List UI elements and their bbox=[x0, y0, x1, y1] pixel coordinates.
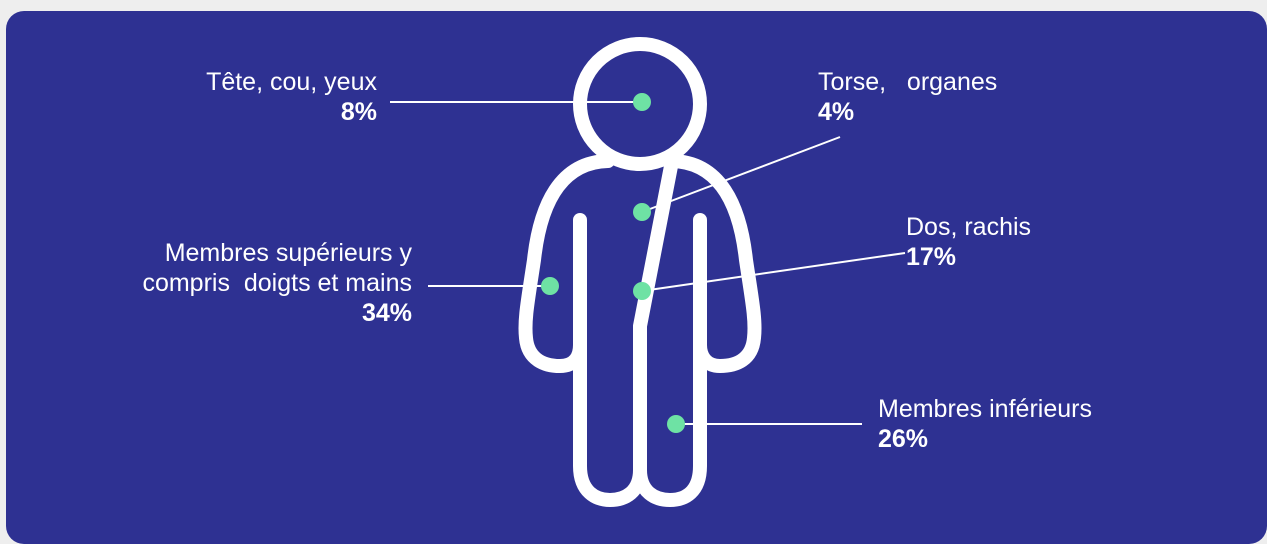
back-value: 17% bbox=[906, 243, 957, 271]
back-label-text: Dos, rachis bbox=[906, 213, 1032, 241]
body-outline bbox=[518, 154, 762, 507]
lower-limbs-marker bbox=[667, 415, 685, 433]
upper-limbs-label: Membres supérieurs y compris doigts et m… bbox=[142, 238, 412, 328]
head-label-text: Tête, cou, yeux bbox=[206, 68, 377, 96]
upper-limbs-marker bbox=[541, 277, 559, 295]
back-leader-line bbox=[641, 252, 906, 292]
torso-value: 4% bbox=[818, 98, 855, 126]
upper-limbs-label-line2: compris doigts et mains bbox=[142, 269, 412, 297]
back-marker bbox=[633, 282, 651, 300]
back-label: Dos, rachis 17% bbox=[906, 212, 1031, 272]
upper-limbs-label-line1: Membres supérieurs y bbox=[164, 239, 412, 267]
head-marker bbox=[633, 93, 651, 111]
upper-limbs-value: 34% bbox=[361, 299, 412, 327]
head-outline bbox=[573, 37, 707, 171]
head-value: 8% bbox=[340, 98, 377, 126]
torso-label-text: Torse, organes bbox=[818, 68, 998, 96]
lower-limbs-label: Membres inférieurs 26% bbox=[878, 394, 1092, 454]
torso-label: Torse, organes 4% bbox=[818, 67, 997, 127]
lower-limbs-value: 26% bbox=[878, 425, 929, 453]
lower-limbs-label-text: Membres inférieurs bbox=[878, 395, 1092, 423]
head-label: Tête, cou, yeux 8% bbox=[206, 67, 377, 127]
torso-marker bbox=[633, 203, 651, 221]
body-figure bbox=[390, 37, 906, 507]
torso-leader-line bbox=[641, 136, 841, 213]
